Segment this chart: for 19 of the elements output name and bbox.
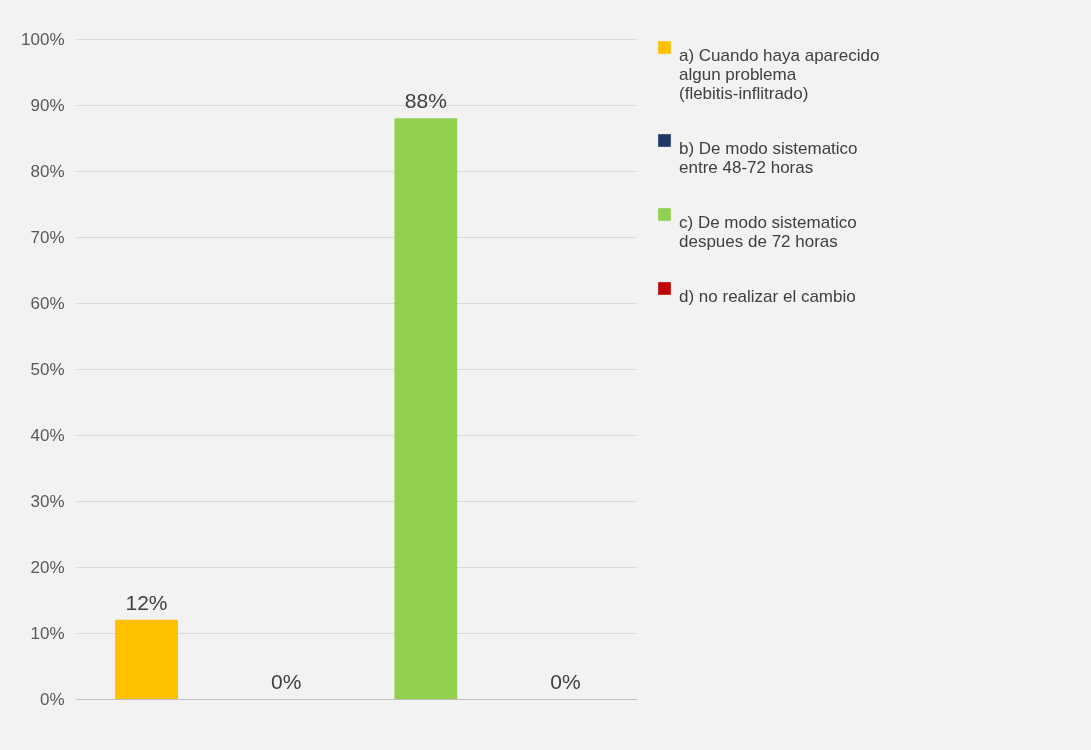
y-tick-label: 70% [30,227,65,247]
legend-label: b) De modo sistematico entre 48-72 horas [679,138,858,177]
y-tick-label: 60% [30,293,65,313]
y-tick-label: 50% [30,359,65,379]
y-tick-label: 80% [30,161,65,181]
y-tick-label: 90% [30,95,65,115]
y-tick-label: 0% [39,689,65,709]
y-tick-label: 10% [30,623,65,643]
data-label: 88% [404,89,447,113]
data-label: 0% [270,670,302,693]
y-tick-label: 20% [30,557,65,577]
y-tick-label: 40% [30,425,65,445]
y-tick-label: 100% [21,29,65,49]
legend-label: a) Cuando haya aparecido algun problema (flebitis-inflitrado) [679,45,880,103]
legend-label: c) De modo sistematico despues de 72 horas [679,212,857,251]
legend-label: d) no realizar el cambio [679,286,856,306]
y-tick-label: 30% [30,491,65,511]
data-label: 0% [550,670,581,693]
data-label: 12% [125,590,168,614]
